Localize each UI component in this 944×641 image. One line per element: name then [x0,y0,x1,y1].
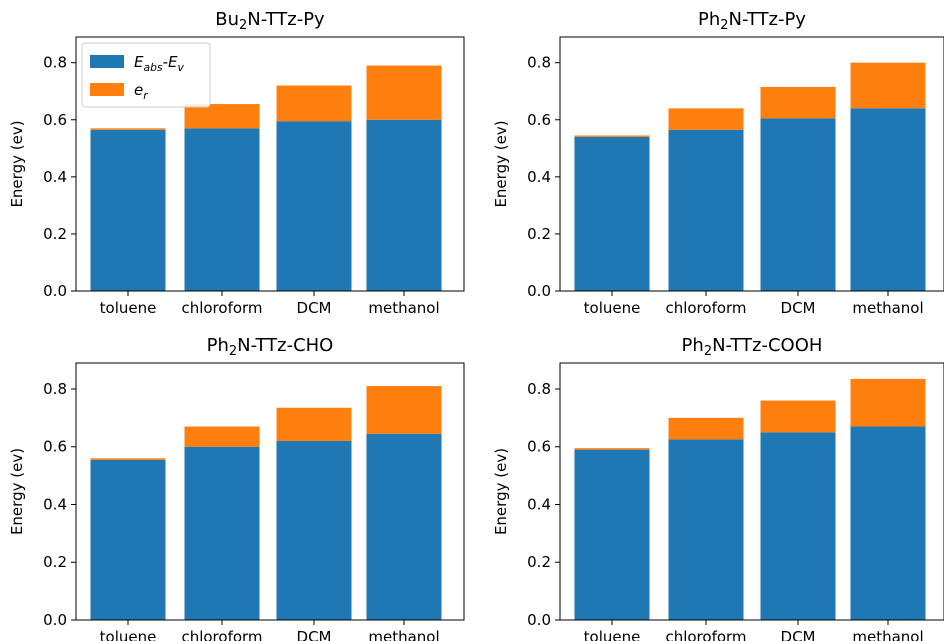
y-tick-label: 0.6 [43,111,67,129]
x-tick-label-toluene: toluene [100,628,157,641]
y-tick-label: 0.8 [43,380,67,398]
bar-toluene-base [90,129,166,291]
axes-frame [559,362,944,621]
bar-toluene-base [90,459,166,620]
y-tick-label: 0.4 [43,168,67,186]
y-tick-label: 0.0 [43,611,67,629]
y-tick-label: 0.2 [43,225,67,243]
bar-DCM-top [760,400,836,433]
y-tick-label: 0.4 [527,168,551,186]
y-axis-label: Energy (ev) [8,120,26,207]
x-tick-label-DCM: DCM [781,628,816,641]
subplot-title: Ph2N-TTz-CHO [207,335,334,359]
bar-methanol-top [850,62,926,109]
y-axis-label: Energy (ev) [492,448,510,535]
x-tick-label-methanol: methanol [852,628,923,641]
x-tick-label-methanol: methanol [368,628,439,641]
legend-swatch-base [90,55,124,68]
subplot-3: 0.0 0.2 0.4 0.6 0.8 toluene chloroform DCM metha… [8,335,465,641]
x-tick-label-toluene: toluene [584,299,641,317]
x-tick-label-chloroform: chloroform [181,299,262,317]
bar-methanol-top [366,386,442,434]
bar-chloroform-top [668,417,744,440]
y-tick-label: 0.2 [43,553,67,571]
subplot-4: 0.0 0.2 0.4 0.6 0.8 toluene chloroform DCM metha… [492,335,944,641]
subplot-1: 0.0 0.2 0.4 0.6 0.8 toluene chloroform DCM metha… [8,9,465,317]
bar-DCM-top [276,85,352,122]
y-tick-label: 0.2 [527,225,551,243]
y-tick-label: 0.0 [43,282,67,300]
y-tick-label: 0.6 [527,438,551,456]
legend-label-top: er [134,81,148,102]
bar-chloroform-base [184,128,260,291]
y-tick-label: 0.0 [527,611,551,629]
subplot-title: Ph2N-TTz-Py [698,9,806,33]
x-tick-label-chloroform: chloroform [665,299,746,317]
y-tick-label: 0.4 [527,495,551,513]
y-tick-label: 0.2 [527,553,551,571]
y-tick-label: 0.0 [527,282,551,300]
bar-toluene-top [574,448,650,450]
bar-DCM-top [276,407,352,441]
bar-DCM-top [760,86,836,119]
bar-chloroform-base [184,446,260,620]
bar-DCM-base [276,440,352,620]
axes-frame [559,36,944,292]
bar-chloroform-base [668,129,744,291]
x-tick-label-DCM: DCM [297,299,332,317]
bar-chloroform-top [184,104,260,129]
x-tick-label-toluene: toluene [584,628,641,641]
x-tick-label-toluene: toluene [100,299,157,317]
bar-DCM-base [760,432,836,620]
x-tick-label-methanol: methanol [368,299,439,317]
bar-methanol-top [366,65,442,120]
x-tick-label-methanol: methanol [852,299,923,317]
axes-frame [75,36,465,292]
bar-DCM-base [760,118,836,291]
bar-methanol-base [850,108,926,291]
y-tick-label: 0.4 [43,495,67,513]
bar-methanol-base [366,119,442,292]
bar-chloroform-top [184,426,260,447]
bar-methanol-top [850,378,926,427]
y-tick-label: 0.6 [43,438,67,456]
x-tick-label-DCM: DCM [781,299,816,317]
legend: Eabs-Ev er [81,42,211,108]
y-axis-label: Energy (ev) [492,120,510,207]
subplot-2: 0.0 0.2 0.4 0.6 0.8 toluene chloroform DCM metha… [492,9,944,317]
y-tick-label: 0.8 [527,380,551,398]
legend-swatch-top [90,83,124,96]
legend-label-base: Eabs-Ev [134,53,184,74]
bar-toluene-base [574,136,650,291]
bar-chloroform-base [668,439,744,620]
x-tick-label-chloroform: chloroform [665,628,746,641]
bar-methanol-base [850,426,926,620]
x-tick-label-DCM: DCM [297,628,332,641]
bar-toluene-top [90,458,166,460]
y-tick-label: 0.8 [43,54,67,72]
subplot-title: Bu2N-TTz-Py [215,9,325,33]
y-tick-label: 0.6 [527,111,551,129]
x-tick-label-chloroform: chloroform [181,628,262,641]
y-axis-label: Energy (ev) [8,448,26,535]
subplot-title: Ph2N-TTz-COOH [682,335,823,359]
y-tick-label: 0.8 [527,54,551,72]
bar-methanol-base [366,433,442,620]
bar-DCM-base [276,121,352,291]
bar-toluene-top [574,135,650,137]
bar-toluene-top [90,128,166,130]
axes-frame [75,362,465,621]
bar-chloroform-top [668,108,744,130]
bar-toluene-base [574,449,650,620]
